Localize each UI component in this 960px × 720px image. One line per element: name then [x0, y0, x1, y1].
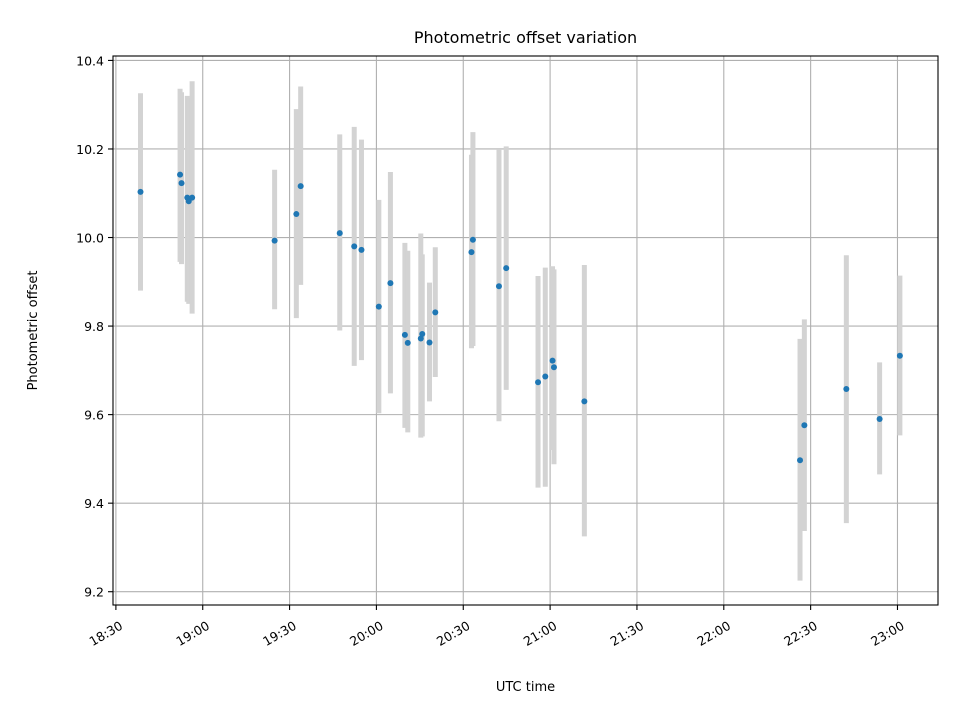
- data-point: [387, 280, 394, 287]
- y-tick-label: 9.4: [84, 496, 104, 511]
- data-point: [896, 352, 903, 359]
- y-tick-label: 10.4: [76, 53, 104, 68]
- data-point: [581, 398, 588, 405]
- data-point: [542, 373, 549, 380]
- error-bars: [138, 81, 903, 581]
- data-point: [375, 303, 382, 310]
- x-tick-label: 19:30: [260, 618, 299, 649]
- y-tick-label: 9.2: [84, 585, 104, 600]
- data-point: [189, 194, 196, 201]
- data-point: [351, 243, 358, 250]
- data-point: [535, 379, 542, 386]
- data-point: [178, 180, 185, 187]
- data-point: [293, 211, 300, 218]
- data-point: [336, 230, 343, 237]
- x-tick-label: 21:00: [521, 618, 560, 649]
- data-point: [550, 364, 557, 371]
- data-point: [432, 309, 439, 316]
- x-tick-label: 19:00: [173, 618, 212, 649]
- y-tick-label: 9.6: [84, 408, 104, 423]
- data-points: [137, 171, 903, 464]
- axis-ticks: 18:30 19:00 19:30 20:00 20:30 21:00 21:30 22:00…: [76, 53, 907, 648]
- y-tick-label: 10.2: [76, 142, 104, 157]
- data-point: [419, 331, 426, 338]
- x-tick-label: 20:00: [347, 618, 386, 649]
- data-point: [177, 171, 184, 178]
- data-point: [297, 183, 304, 190]
- x-tick-label: 21:30: [608, 618, 647, 649]
- y-axis-label: Photometric offset: [26, 271, 41, 391]
- data-point: [469, 236, 476, 243]
- data-point: [503, 265, 510, 272]
- data-point: [843, 385, 850, 392]
- data-point: [358, 246, 365, 253]
- x-tick-label: 20:30: [434, 618, 473, 649]
- data-point: [426, 339, 433, 346]
- x-tick-label: 22:30: [781, 618, 820, 649]
- data-point: [271, 237, 278, 244]
- data-point: [401, 331, 408, 338]
- y-tick-label: 10.0: [76, 231, 104, 246]
- grid: [113, 56, 938, 605]
- plot-frame: [112, 55, 939, 606]
- y-tick-label: 9.8: [84, 319, 104, 334]
- data-point: [876, 416, 883, 423]
- x-tick-label: 18:30: [86, 618, 125, 649]
- data-point: [468, 249, 475, 256]
- x-tick-label: 23:00: [868, 618, 907, 649]
- chart-title: Photometric offset variation: [414, 28, 637, 47]
- data-point: [801, 422, 808, 429]
- x-tick-label: 22:00: [694, 618, 733, 649]
- data-point: [495, 283, 502, 290]
- data-point: [137, 188, 144, 195]
- data-point: [797, 457, 804, 464]
- x-axis-label: UTC time: [496, 680, 555, 695]
- data-point: [404, 339, 411, 346]
- data-point: [549, 357, 556, 364]
